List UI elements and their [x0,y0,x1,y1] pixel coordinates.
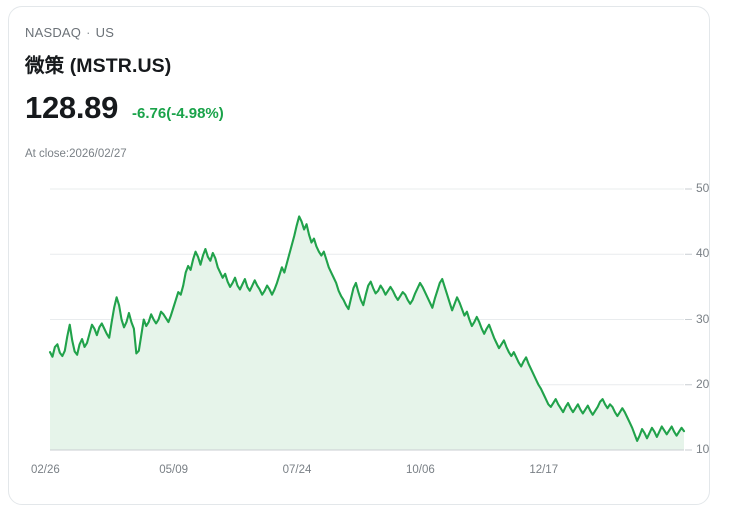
x-axis-tick-label: 05/09 [159,464,189,476]
price-area-fill [50,216,684,450]
x-axis-tick-label: 12/17 [529,464,559,476]
price-change: -6.76(-4.98%) [132,105,224,122]
y-axis-tick-label: 400 [696,246,710,261]
x-axis-tick-label: 07/24 [282,464,312,476]
price-line [48,215,686,442]
exchange-region-row: NASDAQ · US [25,25,114,40]
company-name-title: 微策 (MSTR.US) [25,55,172,77]
x-axis-tick-label: 02/26 [31,464,60,476]
current-price: 128.89 [25,90,119,125]
region-label: US [95,25,115,40]
x-axis-tick-label: 10/06 [405,464,435,476]
price-row: 128.89 -6.76(-4.98%) [25,92,224,123]
y-axis-tick-label: 100 [696,442,710,456]
y-axis-tick-label: 300 [696,311,710,326]
y-axis-tick-label: 200 [696,376,710,391]
price-chart-svg[interactable] [9,167,710,497]
exchange-label: NASDAQ [25,25,82,40]
separator-dot: · [86,25,91,40]
price-chart[interactable]: 500 400 300 200 100 02/26 05/09 07/24 10/06 12/1… [9,167,710,497]
y-axis-tick-label: 500 [696,181,710,195]
stock-quote-card: NASDAQ · US 微策 (MSTR.US) 128.89 -6.76(-4.9… [8,6,710,505]
market-status-note: At close:2026/02/27 [25,148,127,160]
